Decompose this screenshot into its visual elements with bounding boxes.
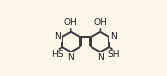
Text: OH: OH bbox=[94, 18, 107, 27]
Text: N: N bbox=[97, 53, 104, 62]
Text: N: N bbox=[110, 32, 117, 41]
Text: OH: OH bbox=[64, 18, 77, 27]
Text: HS: HS bbox=[51, 50, 64, 59]
Text: N: N bbox=[68, 53, 74, 62]
Text: N: N bbox=[54, 32, 61, 41]
Text: SH: SH bbox=[108, 50, 120, 59]
